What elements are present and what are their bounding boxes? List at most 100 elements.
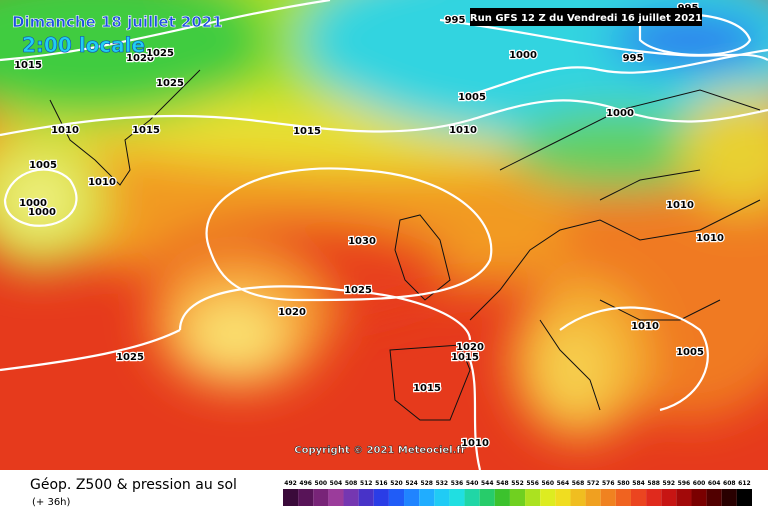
isobar-label: 1025 [344,285,372,296]
colorbar-label: 596 [678,480,691,487]
colorbar-label: 592 [663,480,676,487]
isobar-label: 1005 [676,347,704,358]
isobar-label: 1025 [116,352,144,363]
colorbar-label: 548 [496,480,509,487]
colorbar-swatch [298,489,314,506]
isobar-label: 995 [623,53,644,64]
map-time: 2:00 locale [22,33,145,57]
colorbar-label: 532 [436,480,449,487]
colorbar-swatch [328,489,344,506]
isobar-label: 1015 [132,125,160,136]
isobar-label: 1010 [631,321,659,332]
colorbar-swatch [313,489,329,506]
colorbar-swatch [388,489,405,506]
copyright: Copyright © 2021 Meteociel.fr [294,445,465,456]
isobar-label: 1025 [156,78,184,89]
isobar-label: 1005 [29,160,57,171]
isobar-label: 1015 [293,126,321,137]
colorbar: 492 496 500 504 508 512 516 520 524 528 532 536 540 5… [283,480,752,506]
coastlines [49,69,761,421]
colorbar-label: 556 [526,480,539,487]
colorbar-label: 508 [345,480,358,487]
colorbar-label: 612 [738,480,751,487]
colorbar-label: 512 [360,480,373,487]
colorbar-swatch [509,489,526,506]
isobar-label: 1015 [413,383,441,394]
colorbar-swatch [630,489,647,506]
isobar-label: 1020 [456,342,484,353]
colorbar-swatch [570,489,586,506]
colorbar-label: 576 [602,480,615,487]
colorbar-label: 540 [466,480,479,487]
colorbar-label: 496 [299,480,312,487]
isobar-label: 1020 [126,53,154,64]
colorbar-swatch [358,489,374,506]
colorbar-swatch [283,489,299,506]
colorbar-label: 492 [284,480,297,487]
colorbar-swatch [373,489,389,506]
colorbar-swatch [706,489,722,506]
colorbar-label: 520 [390,480,403,487]
isobar-label: 1010 [88,177,116,188]
footer-subtitle: (+ 36h) [32,497,71,508]
isobar-label: 1030 [348,236,376,247]
colorbar-swatch [676,489,692,506]
colorbar-label: 516 [375,480,388,487]
colorbar-swatch [343,489,359,506]
map-date: Dimanche 18 juillet 2021 [12,13,223,31]
colorbar-label: 504 [330,480,343,487]
colorbar-label: 604 [708,480,721,487]
colorbar-swatch [404,489,420,506]
colorbar-swatch [449,489,465,506]
isobar-label: 1000 [509,50,537,61]
isobar-label: 1010 [666,200,694,211]
colorbar-swatch [615,489,631,506]
run-info: Run GFS 12 Z du Vendredi 16 juillet 2021 [470,13,702,24]
isobar-label: 995 [445,15,466,26]
isobar-label: 1005 [458,92,486,103]
colorbar-label: 588 [647,480,660,487]
colorbar-label: 524 [405,480,418,487]
colorbar-label: 528 [420,480,433,487]
colorbar-label: 584 [632,480,645,487]
colorbar-swatch [494,489,510,506]
colorbar-label: 600 [693,480,706,487]
isobar-label: 1000 [19,198,47,209]
colorbar-swatch [419,489,435,506]
isobar-label: 1015 [451,352,479,363]
isobar-label: 1000 [28,207,56,218]
isobar-label: 1015 [14,60,42,71]
isobar-label: 1025 [146,48,174,59]
footer-title: Géop. Z500 & pression au sol [30,477,237,493]
map-field: 995 1000 995 1015 1020 1025 1025 1005 10… [0,0,768,470]
colorbar-label: 500 [315,480,328,487]
colorbar-swatch [661,489,677,506]
colorbar-swatch [555,489,571,506]
isobar-label: 1010 [51,125,79,136]
colorbar-swatch [434,489,450,506]
colorbar-label: 572 [587,480,600,487]
colorbar-label: 552 [511,480,524,487]
isobar-label: 1010 [696,233,724,244]
colorbar-label: 608 [723,480,736,487]
colorbar-label: 536 [451,480,464,487]
colorbar-label: 568 [572,480,585,487]
colorbar-swatch [525,489,541,506]
colorbar-swatch [691,489,707,506]
isobar-label: 1010 [461,438,489,449]
colorbar-swatch [479,489,495,506]
isobar-lines [0,0,768,470]
colorbar-label: 560 [541,480,554,487]
colorbar-swatch [646,489,662,506]
colorbar-swatch [721,489,737,506]
colorbar-swatch [600,489,616,506]
colorbar-label: 544 [481,480,494,487]
isobar-label: 1010 [449,125,477,136]
colorbar-label: 564 [557,480,570,487]
isobar-label: 1020 [278,307,306,318]
colorbar-swatch [540,489,556,506]
colorbar-swatch [736,489,752,506]
run-box [470,8,702,26]
colorbar-swatch [464,489,480,506]
